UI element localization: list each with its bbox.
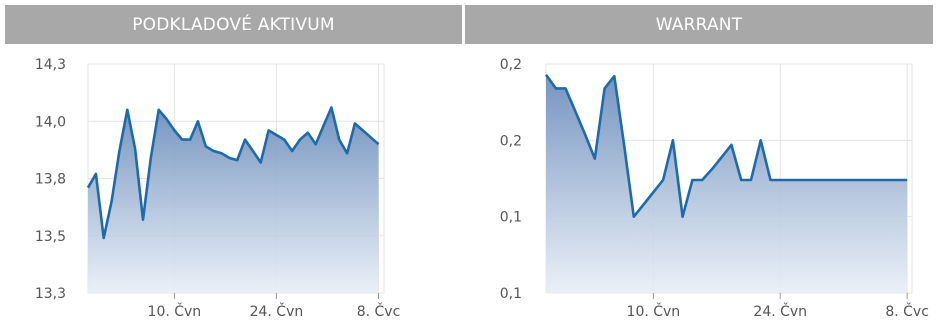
panel-title: PODKLADOVÉ AKTIVUM	[5, 5, 462, 44]
x-tick-label: 24. Čvn	[250, 302, 304, 320]
x-tick-label: 10. Čvn	[627, 302, 681, 320]
y-tick-label: 0,2	[500, 133, 522, 149]
warrant-panel: WARRANT	[465, 5, 933, 324]
y-tick-label: 13,3	[35, 286, 66, 302]
y-tick-label: 0,1	[500, 286, 522, 302]
y-tick-label: 14,3	[35, 57, 66, 73]
area-fill	[88, 107, 379, 293]
x-tick-label: 8. Čvc	[357, 302, 401, 320]
y-tick-label: 0,2	[500, 57, 522, 73]
area-fill	[546, 74, 908, 293]
x-tick-label: 24. Čvn	[753, 302, 807, 320]
series-line	[544, 73, 908, 218]
y-tick-label: 14,0	[35, 114, 66, 130]
panel-title: WARRANT	[465, 5, 933, 44]
y-tick-label: 13,5	[35, 229, 66, 245]
y-tick-label: 13,8	[35, 172, 66, 188]
x-tick-label: 10. Čvn	[148, 302, 202, 320]
series-line	[86, 106, 380, 240]
y-tick-label: 0,1	[500, 210, 522, 226]
underlying-asset-panel: PODKLADOVÉ AKTIVUM	[5, 5, 462, 324]
x-tick-label: 8. Čvc	[885, 302, 929, 320]
